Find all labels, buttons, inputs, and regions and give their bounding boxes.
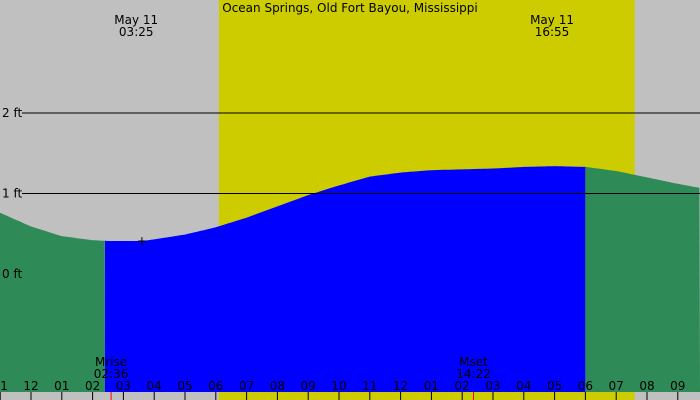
bottom-label-event: Mrise: [95, 355, 127, 369]
x-tick-label: 11: [362, 379, 377, 393]
y-tick-label: 0 ft: [2, 267, 22, 281]
x-tick-label: 04: [147, 379, 162, 393]
x-tick-label: 02: [85, 379, 100, 393]
x-tick-label: 12: [23, 379, 38, 393]
tide-area-layer: [0, 166, 700, 392]
x-tick-label: 06: [578, 379, 593, 393]
tide-event-marker: +: [137, 234, 147, 248]
x-tick-label: 02: [455, 379, 470, 393]
tide-area-after: [585, 166, 700, 392]
x-tick-label: 07: [609, 379, 624, 393]
level-lines: 0 ft 1 ft 2 ft: [2, 106, 700, 281]
y-tick-label: 2 ft: [2, 106, 22, 120]
top-label-date: May 11: [530, 13, 574, 27]
tide-area-before: [0, 212, 105, 392]
top-label-time: 03:25: [119, 25, 154, 39]
x-tick-label: 01: [424, 379, 439, 393]
tide-area-highlight: [104, 166, 586, 392]
x-tick-label: 05: [177, 379, 192, 393]
y-tick-label: 1 ft: [2, 187, 22, 201]
x-tick-label: 09: [670, 379, 685, 393]
x-tick-label: 12: [393, 379, 408, 393]
x-tick-label: 11: [0, 379, 8, 393]
time-axis: 11 12 01 02 03 04 05 06 07 08 09 10 11 12 01 02 03 04 05 06…: [0, 379, 685, 400]
x-tick-label: 05: [547, 379, 562, 393]
x-tick-label: 09: [301, 379, 316, 393]
x-tick-label: 06: [208, 379, 223, 393]
x-tick-label: 04: [516, 379, 531, 393]
x-tick-label: 03: [485, 379, 500, 393]
x-tick-label: 10: [331, 379, 346, 393]
event-markers: +: [137, 234, 147, 248]
bottom-label-time: 14:22: [456, 367, 491, 381]
x-tick-label: 07: [239, 379, 254, 393]
x-tick-label: 03: [116, 379, 131, 393]
x-tick-label: 01: [54, 379, 69, 393]
top-label-date: May 11: [114, 13, 158, 27]
x-tick-label: 08: [639, 379, 654, 393]
chart-title: Ocean Springs, Old Fort Bayou, Mississip…: [222, 1, 477, 15]
top-label-time: 16:55: [535, 25, 570, 39]
bottom-label-time: 02:36: [94, 367, 129, 381]
bottom-label-event: Mset: [459, 355, 488, 369]
x-tick-label: 08: [270, 379, 285, 393]
